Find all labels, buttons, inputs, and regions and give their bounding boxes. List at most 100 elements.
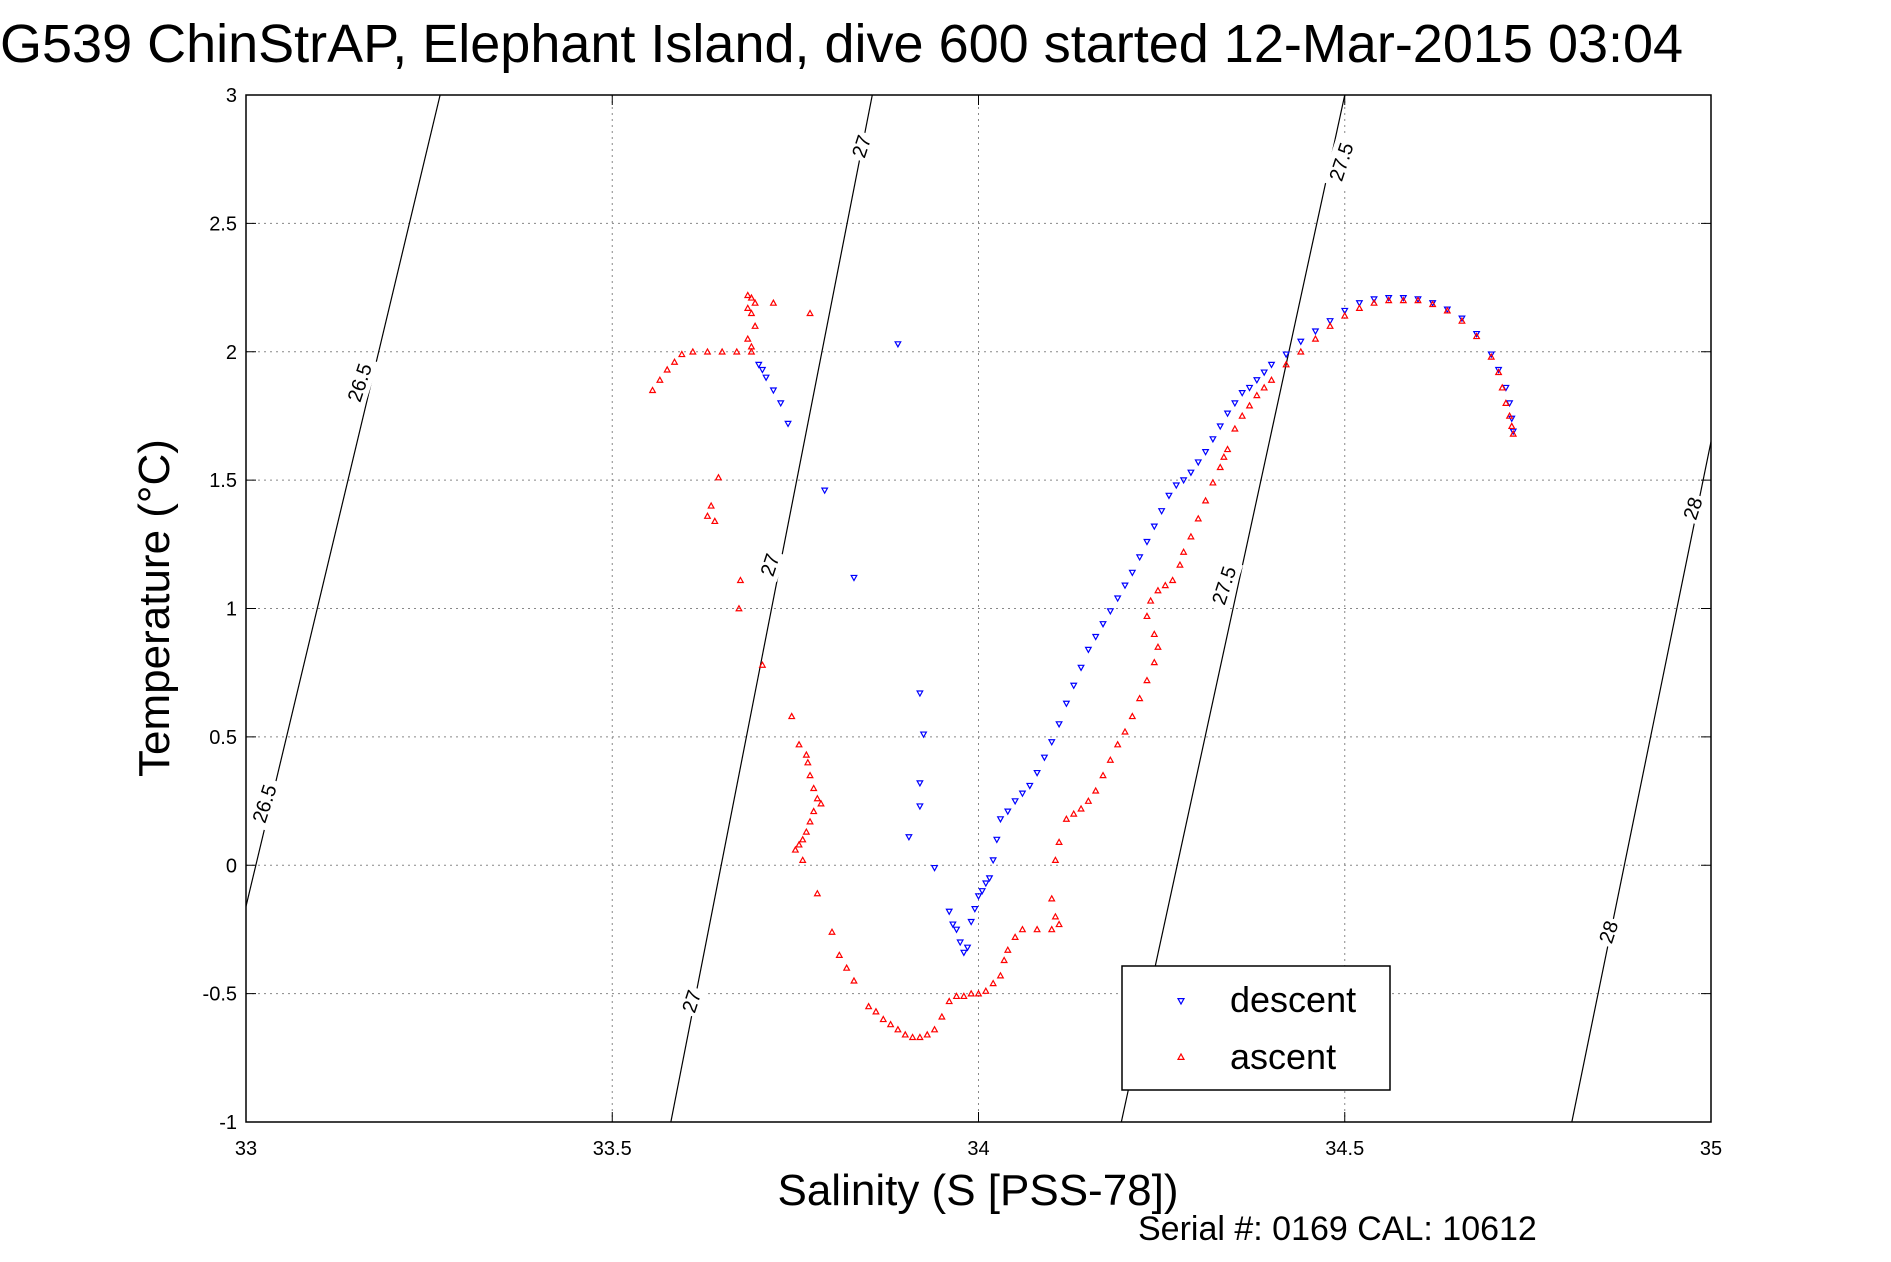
ascent-point — [1384, 296, 1393, 304]
ascent-point — [795, 740, 803, 748]
descent-point — [1231, 400, 1239, 408]
ascent-point — [967, 989, 975, 997]
descent-point — [758, 366, 767, 374]
data-points — [648, 291, 1518, 1041]
ascent-point — [1150, 630, 1159, 638]
descent-point — [1472, 330, 1481, 338]
ascent-point — [1443, 306, 1452, 314]
legend-label-ascent: ascent — [1230, 1036, 1336, 1077]
ascent-point — [1000, 956, 1008, 964]
ascent-point — [663, 365, 672, 373]
ascent-point — [1084, 797, 1093, 804]
descent-point — [1157, 508, 1166, 515]
isopycnal-line — [1571, 441, 1712, 1123]
ascent-point — [1502, 399, 1510, 406]
descent-point — [1003, 808, 1012, 816]
descent-point — [1018, 790, 1027, 798]
descent-point — [1384, 294, 1393, 302]
ascent-point — [945, 997, 954, 1005]
legend-box — [1121, 965, 1391, 1091]
y-tick-label: 3 — [226, 85, 237, 107]
ascent-point — [894, 1025, 902, 1033]
ascent-point — [648, 386, 657, 394]
ascent-point — [769, 298, 778, 306]
descent-point — [1135, 554, 1144, 562]
ascent-point — [1051, 912, 1060, 920]
descent-point — [1165, 492, 1173, 500]
descent-point — [1370, 296, 1378, 304]
ascent-point — [747, 347, 756, 355]
ascent-point — [864, 1002, 873, 1010]
ascent-point — [1494, 368, 1503, 376]
descent-point — [1201, 449, 1210, 456]
serial-calibration-text: Serial #: 0169 CAL: 10612 — [1138, 1210, 1537, 1248]
ascent-point — [1154, 642, 1162, 650]
descent-point — [1282, 351, 1290, 359]
ascent-point — [1472, 332, 1481, 340]
descent-point — [1260, 369, 1268, 377]
ascent-point — [974, 989, 983, 997]
ascent-point — [1033, 925, 1041, 933]
ascent-point — [787, 712, 796, 720]
ascent-point — [1505, 411, 1514, 419]
legend: descent ascent — [1121, 965, 1391, 1091]
x-tick-label: 35 — [1700, 1138, 1722, 1160]
ascent-point — [678, 350, 686, 358]
descent-point — [820, 487, 829, 495]
series-ascent — [648, 291, 1518, 1041]
ascent-point — [1340, 311, 1349, 319]
ascent-point — [828, 927, 836, 935]
descent-point — [1187, 469, 1195, 477]
descent-point — [1069, 682, 1078, 690]
x-axis-label: Salinity (S [PSS-78]) — [777, 1166, 1178, 1215]
y-tick-label: 2 — [226, 342, 237, 364]
ascent-point — [1220, 452, 1228, 460]
ascent-point — [1428, 300, 1437, 308]
descent-point — [949, 921, 957, 929]
ascent-point — [735, 604, 743, 612]
ascent-point — [1399, 296, 1408, 304]
ascent-point — [908, 1033, 917, 1041]
y-tick-label: 1.5 — [209, 470, 237, 492]
descent-point — [1150, 523, 1159, 531]
ascent-point — [1062, 814, 1071, 822]
ascent-point — [1370, 298, 1378, 306]
ascent-point — [1267, 375, 1276, 383]
ascent-point — [747, 309, 756, 317]
ascent-point — [1113, 740, 1122, 748]
contour-label-bg — [340, 355, 379, 411]
contour-label-bg — [245, 776, 284, 832]
ascent-point — [1187, 532, 1195, 540]
descent-point — [916, 690, 924, 698]
ascent-point — [1326, 322, 1334, 329]
ascent-point — [1143, 612, 1151, 620]
ascent-point — [747, 293, 756, 301]
y-tick-label: 1 — [226, 599, 237, 621]
ascent-point — [710, 517, 719, 525]
contour-label: 26.5 — [344, 361, 377, 405]
ascent-point — [670, 357, 679, 365]
descent-point — [1509, 428, 1518, 436]
descent-point — [960, 949, 968, 957]
ascent-point — [703, 512, 712, 519]
descent-point — [952, 926, 961, 934]
ascent-point — [806, 309, 814, 317]
ascent-point — [804, 758, 812, 766]
ascent-point — [1498, 383, 1507, 391]
ascent-point — [707, 501, 715, 509]
ascent-point — [1128, 712, 1137, 720]
descent-point — [1121, 582, 1129, 590]
descent-point — [992, 836, 1001, 844]
descent-point — [1099, 621, 1107, 628]
ascent-point — [901, 1030, 910, 1038]
ascent-point — [850, 976, 858, 984]
descent-point — [916, 803, 924, 811]
ascent-point — [732, 347, 741, 355]
contour-label: 27.5 — [1326, 140, 1359, 184]
ascent-point — [743, 304, 752, 311]
contour-label-bg — [845, 129, 878, 164]
ascent-point — [817, 799, 825, 807]
y-tick-label: -0.5 — [203, 984, 237, 1006]
